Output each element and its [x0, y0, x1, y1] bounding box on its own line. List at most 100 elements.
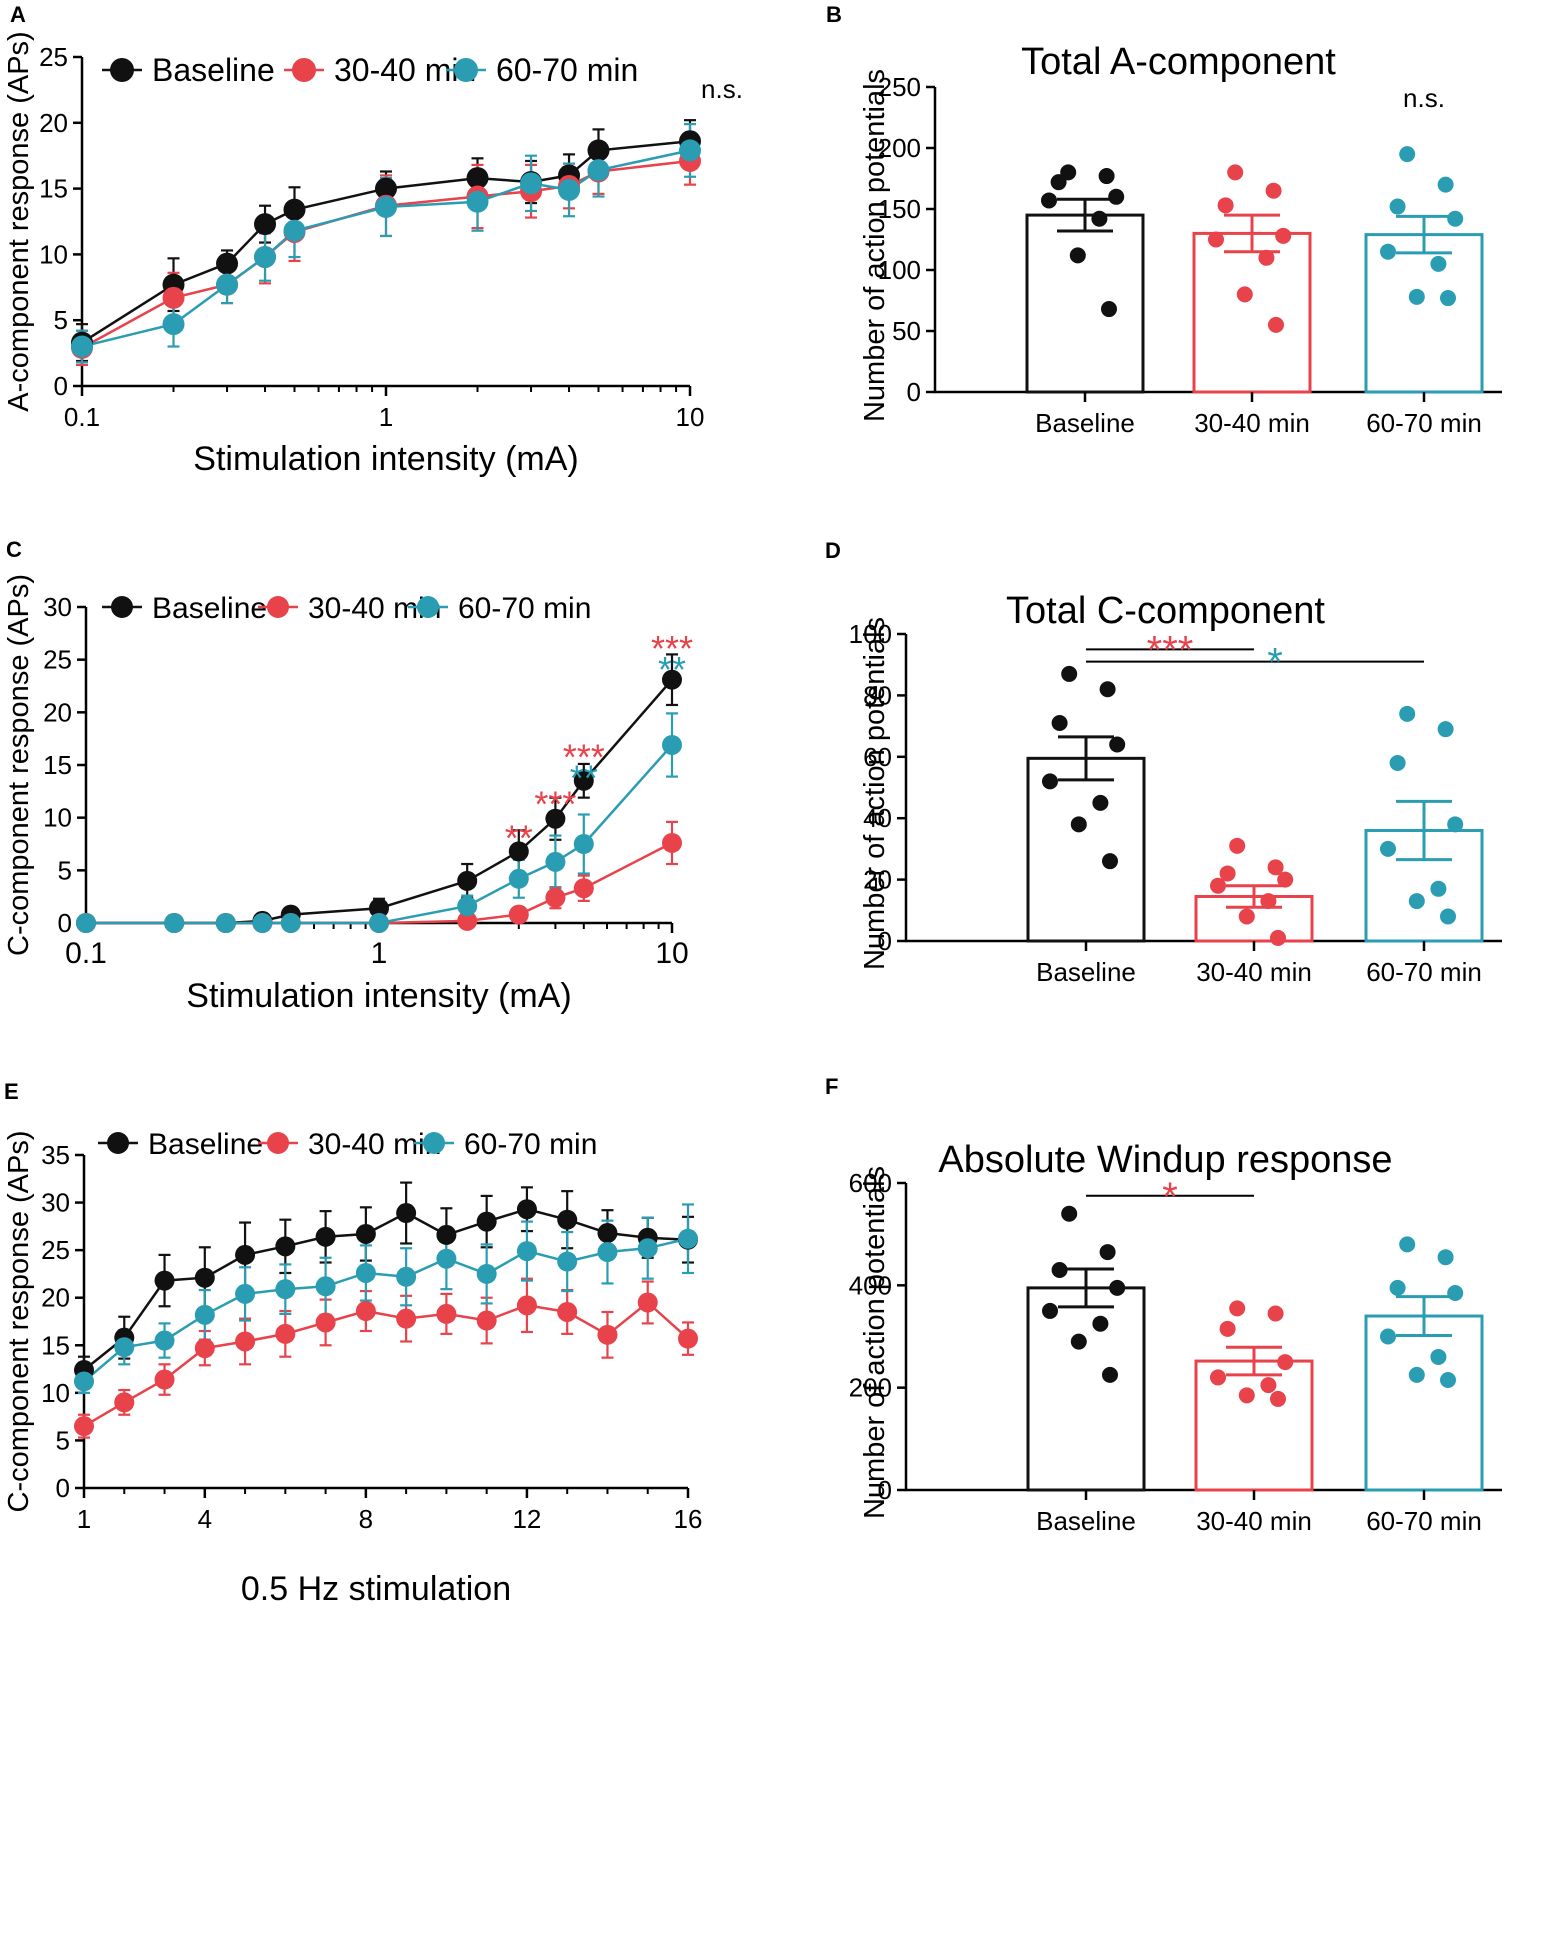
bar-group: Baseline	[1026, 665, 1146, 987]
y-tick-label: 600	[849, 1168, 892, 1198]
y-tick-label: 30	[41, 1188, 70, 1218]
y-axis-label: A-component response (APs)	[3, 31, 35, 411]
data-point	[466, 190, 489, 213]
y-tick-label: 20	[39, 108, 68, 138]
data-point	[369, 898, 389, 919]
data-point	[573, 834, 594, 854]
data-point	[1440, 290, 1456, 307]
bar-group: 60-70 min	[1364, 705, 1484, 987]
data-point	[662, 734, 682, 755]
series-line	[83, 1207, 689, 1371]
y-tick-label: 80	[863, 680, 892, 710]
legend-marker	[454, 58, 478, 82]
data-point	[355, 1262, 376, 1283]
data-point	[315, 1312, 336, 1333]
data-point	[1389, 198, 1406, 215]
bar	[1192, 231, 1312, 394]
data-point	[254, 213, 277, 236]
data-point	[1109, 736, 1126, 753]
annotation: ***	[651, 628, 693, 669]
data-point	[235, 1331, 256, 1352]
data-point	[557, 1301, 578, 1322]
panel-label-F: F	[825, 1074, 838, 1099]
annotation: **	[505, 817, 533, 858]
data-point	[1092, 794, 1109, 811]
data-point	[114, 1392, 135, 1413]
data-point	[1238, 1387, 1255, 1404]
y-tick-label: 15	[43, 750, 72, 780]
data-point	[1408, 1366, 1425, 1383]
data-point	[457, 870, 478, 891]
data-point	[1267, 859, 1284, 876]
legend-label: Baseline	[152, 52, 275, 88]
data-point	[396, 1203, 417, 1224]
data-point	[355, 1301, 376, 1322]
y-tick-label: 60	[863, 742, 892, 772]
legend-item: 30-40 min	[284, 52, 476, 88]
y-tick-label: 25	[41, 1235, 70, 1265]
data-point	[1210, 877, 1226, 894]
data-point	[557, 1209, 578, 1230]
data-point	[254, 246, 277, 269]
panel-E: E 0 5 10 15 20 25 30 35 1 4 8 12 16 0.5 Hz stimulation…	[3, 1079, 702, 1608]
legend-marker	[423, 1132, 445, 1154]
y-tick-label: 25	[39, 42, 68, 72]
y-tick-label: 0	[56, 1473, 70, 1503]
panel-label-B: B	[826, 2, 842, 27]
bar-group: Baseline	[1025, 164, 1145, 438]
y-tick-label: 10	[43, 803, 72, 833]
x-tick-label: Baseline	[1036, 957, 1136, 987]
data-point	[516, 1241, 537, 1262]
x-tick-label: 1	[77, 1504, 91, 1534]
data-point	[1229, 1300, 1246, 1317]
data-point	[315, 1226, 336, 1247]
y-tick-label: 20	[863, 865, 892, 895]
y-axis-label: C-component response (APs)	[3, 1131, 35, 1513]
legend-label: 60-70 min	[458, 592, 591, 625]
legend-item: 30-40 min	[258, 1128, 441, 1161]
data-point	[1041, 192, 1057, 209]
data-point	[1101, 301, 1117, 318]
y-tick-label: 100	[849, 619, 892, 649]
data-point	[1389, 1279, 1406, 1296]
y-tick-label: 5	[56, 1425, 70, 1455]
x-tick-label: 10	[676, 402, 705, 432]
data-point	[76, 913, 96, 933]
data-point	[476, 1211, 497, 1232]
data-point	[216, 252, 239, 275]
data-point	[71, 335, 93, 358]
x-tick-label: 16	[674, 1504, 703, 1534]
y-tick-label: 15	[39, 174, 68, 204]
x-tick-label: 0.1	[64, 402, 100, 432]
data-point	[516, 1295, 537, 1316]
data-point	[1399, 1236, 1416, 1253]
legend-item: 60-70 min	[446, 52, 638, 88]
data-point	[396, 1308, 417, 1329]
legend-label: Baseline	[148, 1128, 263, 1161]
y-axis-label: C-component response (APs)	[3, 574, 35, 956]
data-point	[1108, 188, 1125, 205]
chart-title: Total C-component	[1006, 590, 1325, 632]
data-point	[1051, 715, 1068, 732]
data-point	[164, 913, 185, 933]
data-point	[637, 1238, 658, 1259]
y-tick-label: 5	[54, 305, 68, 335]
data-point	[457, 910, 478, 931]
data-point	[1070, 1333, 1087, 1350]
bar-group: 30-40 min	[1194, 837, 1314, 987]
legend-marker	[110, 58, 134, 82]
data-point	[457, 896, 478, 917]
bar	[1025, 213, 1145, 394]
data-point	[1258, 249, 1275, 266]
y-axis-label: Number of action potentials	[859, 1166, 891, 1519]
data-point	[375, 177, 397, 200]
data-point	[275, 1279, 296, 1300]
panel-F: F Absolute Windup response 0 200 400 600Numbe…	[825, 1074, 1502, 1536]
data-point	[1268, 316, 1284, 333]
data-point	[1277, 871, 1294, 888]
data-point	[162, 286, 185, 309]
data-point	[545, 851, 566, 872]
data-point	[1042, 1302, 1058, 1319]
data-point	[1050, 174, 1067, 191]
